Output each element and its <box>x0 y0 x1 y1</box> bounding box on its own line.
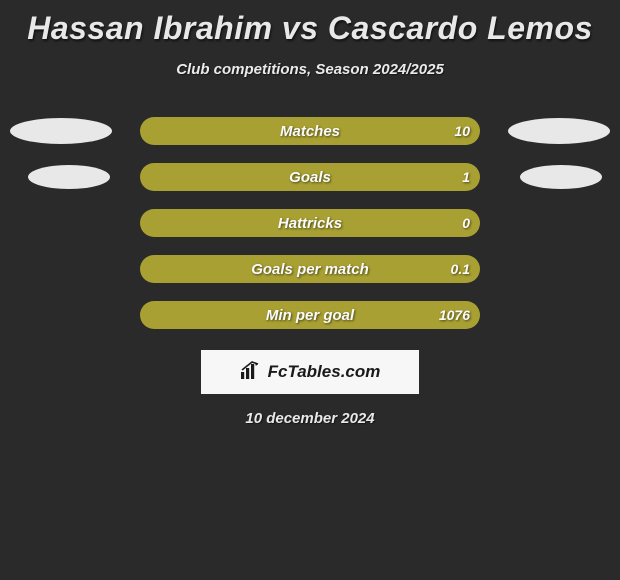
stat-label: Goals per match <box>140 261 480 278</box>
logo-box: FcTables.com <box>201 350 419 394</box>
player1-marker <box>28 165 110 189</box>
chart-icon <box>240 360 262 385</box>
stat-row: Min per goal 1076 <box>0 292 620 338</box>
stat-row: Goals per match 0.1 <box>0 246 620 292</box>
stat-value: 1076 <box>439 307 470 323</box>
stat-value: 10 <box>454 123 470 139</box>
stat-bar: Goals per match 0.1 <box>140 255 480 283</box>
stat-label: Hattricks <box>140 215 480 232</box>
stat-bar: Goals 1 <box>140 163 480 191</box>
stat-label: Min per goal <box>140 307 480 324</box>
stat-label: Matches <box>140 123 480 140</box>
logo-text: FcTables.com <box>268 362 381 382</box>
stat-bar: Min per goal 1076 <box>140 301 480 329</box>
player1-marker <box>10 118 112 144</box>
stat-row: Hattricks 0 <box>0 200 620 246</box>
stat-value: 1 <box>462 169 470 185</box>
stat-label: Goals <box>140 169 480 186</box>
stat-value: 0 <box>462 215 470 231</box>
stat-bar: Matches 10 <box>140 117 480 145</box>
stats-area: Matches 10 Goals 1 Hattricks 0 Goals per… <box>0 108 620 338</box>
stat-bar: Hattricks 0 <box>140 209 480 237</box>
player2-marker <box>520 165 602 189</box>
stat-row: Goals 1 <box>0 154 620 200</box>
page-subtitle: Club competitions, Season 2024/2025 <box>0 61 620 78</box>
footer-date: 10 december 2024 <box>0 410 620 427</box>
stat-row: Matches 10 <box>0 108 620 154</box>
player2-marker <box>508 118 610 144</box>
stat-value: 0.1 <box>451 261 470 277</box>
page-title: Hassan Ibrahim vs Cascardo Lemos <box>0 0 620 47</box>
